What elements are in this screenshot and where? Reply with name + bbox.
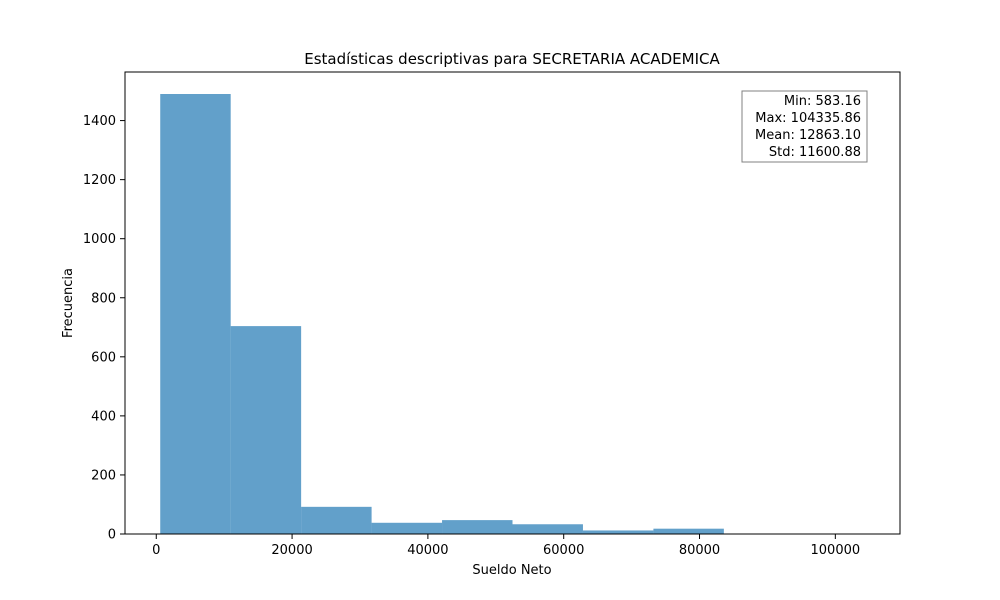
- histogram-bar-6: [582, 530, 654, 534]
- x-tick-label: 40000: [407, 543, 448, 558]
- y-axis-label: Frecuencia: [61, 268, 76, 338]
- y-axis-ticks: 0 200 400 600 800 1000 1200 1400: [83, 114, 125, 543]
- y-tick-label: 800: [91, 291, 116, 306]
- x-tick-label: 60000: [543, 543, 584, 558]
- y-tick-label: 1400: [83, 114, 116, 129]
- histogram-bar-2: [301, 506, 372, 534]
- histogram-bar-1: [230, 326, 302, 534]
- y-tick-label: 200: [91, 468, 116, 483]
- histogram-bar-3: [371, 522, 443, 534]
- y-tick-label: 1200: [83, 173, 116, 188]
- y-tick-label: 400: [91, 409, 116, 424]
- x-tick-label: 80000: [679, 543, 720, 558]
- stats-max: Max: 104335.86: [755, 111, 861, 126]
- x-axis-label: Sueldo Neto: [472, 563, 551, 578]
- x-tick-label: 20000: [271, 543, 312, 558]
- bars-group: [160, 94, 724, 534]
- stats-min: Min: 583.16: [784, 94, 861, 109]
- y-tick-label: 1000: [83, 232, 116, 247]
- histogram-bar-5: [512, 524, 583, 534]
- stats-box: Min: 583.16 Max: 104335.86 Mean: 12863.1…: [741, 90, 868, 163]
- plot-frame: [124, 71, 901, 535]
- x-tick-label: 0: [152, 543, 160, 558]
- x-axis-ticks: 0 20000 40000 60000 80000 100000: [152, 534, 860, 558]
- stats-mean: Mean: 12863.10: [755, 128, 861, 143]
- x-tick-label: 100000: [811, 543, 861, 558]
- histogram-bar-0: [160, 94, 231, 534]
- y-tick-label: 0: [108, 528, 116, 543]
- histogram-bar-7: [653, 528, 724, 534]
- histogram-bar-4: [442, 520, 513, 534]
- stats-std: Std: 11600.88: [769, 145, 861, 160]
- chart-title: Estadísticas descriptivas para SECRETARI…: [304, 50, 720, 68]
- stats-box-frame: [741, 90, 868, 163]
- y-tick-label: 600: [91, 350, 116, 365]
